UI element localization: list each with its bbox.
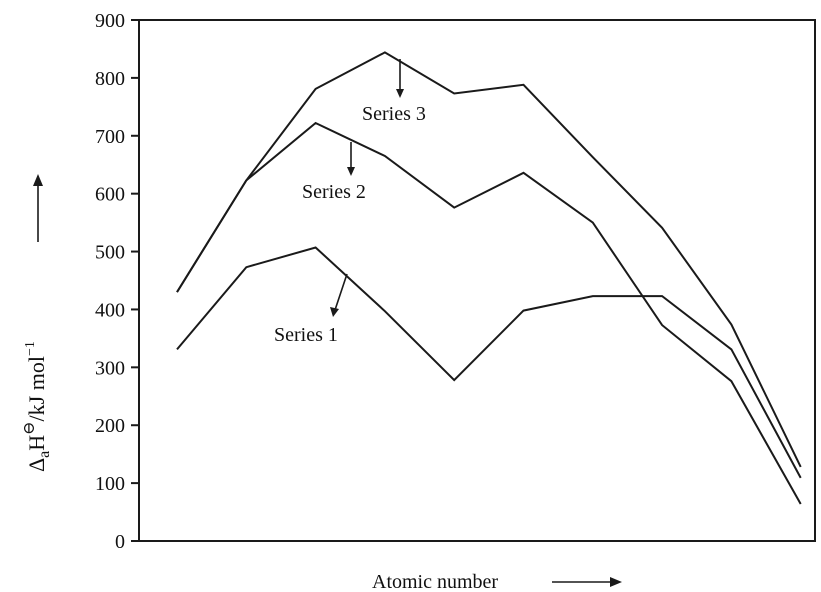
y-tick-label-900: 900 bbox=[95, 10, 125, 32]
series-line-2 bbox=[176, 121, 802, 505]
y-tick-label-500: 500 bbox=[95, 242, 125, 264]
series-line-1 bbox=[176, 246, 802, 479]
y-tick-label-600: 600 bbox=[95, 184, 125, 206]
y-axis-label: ΔaH⊖/kJ mol−1 bbox=[21, 341, 53, 472]
x-axis-label: Atomic number bbox=[372, 571, 498, 592]
y-tick-label-200: 200 bbox=[95, 415, 125, 437]
series-lines bbox=[176, 51, 802, 505]
series-label-series-3: Series 3 bbox=[362, 59, 426, 125]
y-tick-label-0: 0 bbox=[115, 531, 125, 553]
y-tick-label-700: 700 bbox=[95, 126, 125, 148]
series-2-label: Series 2 bbox=[302, 181, 366, 203]
y-tick-label-400: 400 bbox=[95, 299, 125, 321]
series-label-series-1: Series 1 bbox=[274, 273, 348, 346]
series-line-3 bbox=[176, 51, 802, 468]
y-tick-label-100: 100 bbox=[95, 473, 125, 495]
series-3-label: Series 3 bbox=[362, 103, 426, 125]
series-1-label: Series 1 bbox=[274, 324, 338, 346]
y-axis-label-group: ΔaH⊖/kJ mol−1 bbox=[21, 174, 53, 472]
series-1-arrowhead bbox=[330, 307, 339, 317]
y-tick-label-800: 800 bbox=[95, 68, 125, 90]
y-axis-ticks: 0 100 200 300 400 500 600 700 800 900 bbox=[95, 10, 139, 553]
y-axis-arrowhead bbox=[33, 174, 43, 186]
x-axis-label-group: Atomic number bbox=[372, 571, 622, 592]
series-1-arrow bbox=[334, 273, 348, 311]
y-tick-label-300: 300 bbox=[95, 357, 125, 379]
series-label-series-2: Series 2 bbox=[302, 142, 366, 203]
x-axis-arrowhead bbox=[610, 577, 622, 587]
plot-frame bbox=[138, 19, 816, 542]
series-3-arrowhead bbox=[396, 89, 404, 98]
series-2-arrowhead bbox=[347, 167, 355, 176]
